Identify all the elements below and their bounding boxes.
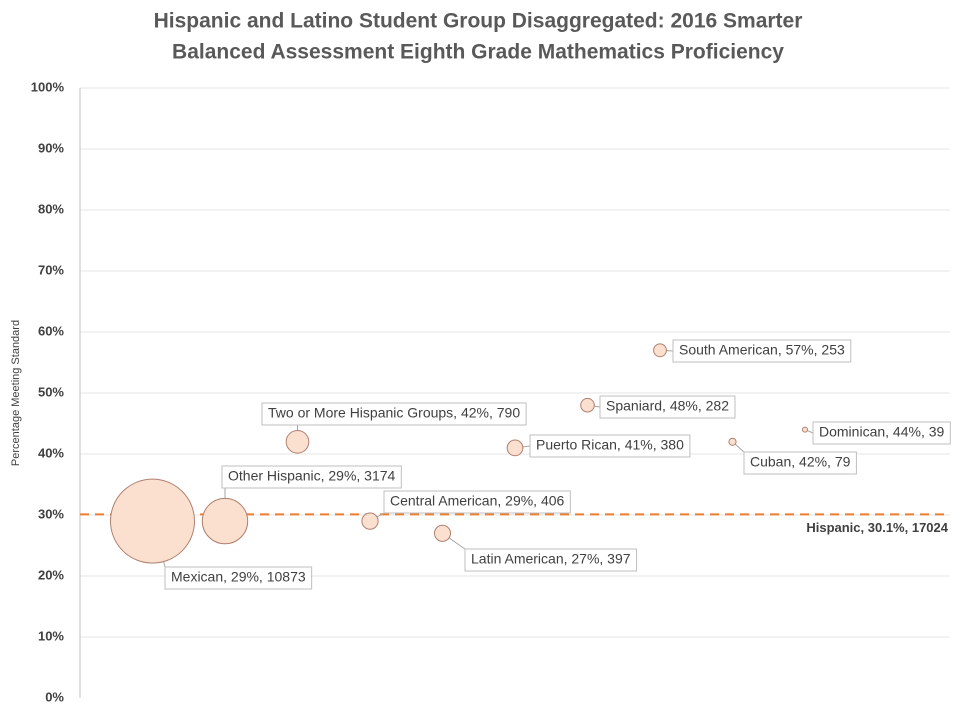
data-label-group: Spaniard, 48%, 282 (599, 395, 736, 419)
bubble (201, 497, 249, 545)
chart-title: Hispanic and Latino Student Group Disagg… (154, 10, 803, 33)
data-label: Spaniard, 48%, 282 (606, 398, 729, 414)
bubble (506, 439, 524, 457)
data-label: Dominican, 44%, 39 (819, 424, 945, 440)
label-box (164, 566, 313, 590)
data-label: Latin American, 27%, 397 (471, 551, 631, 567)
data-label-group: Latin American, 27%, 397 (464, 548, 638, 572)
data-label: Cuban, 42%, 79 (750, 454, 851, 470)
data-label-group: Dominican, 44%, 39 (812, 421, 951, 445)
y-tick-label: 60% (38, 323, 64, 338)
label-box (383, 490, 571, 514)
bubble (801, 426, 809, 433)
y-axis-label: Percentage Meeting Standard (10, 320, 22, 466)
data-label-group: Two or More Hispanic Groups, 42%, 790 (261, 402, 527, 426)
data-label: Two or More Hispanic Groups, 42%, 790 (268, 405, 520, 421)
y-tick-label: 100% (31, 79, 65, 94)
bubble (361, 512, 379, 530)
data-label-group: Puerto Rican, 41%, 380 (529, 434, 691, 458)
data-label-group: Cuban, 42%, 79 (743, 451, 857, 475)
y-tick-label: 80% (38, 201, 64, 216)
data-label-group: Mexican, 29%, 10873 (164, 566, 313, 590)
y-tick-label: 50% (38, 384, 64, 399)
label-box (221, 465, 402, 489)
y-tick-label: 70% (38, 262, 64, 277)
y-tick-label: 10% (38, 628, 64, 643)
data-label: Mexican, 29%, 10873 (171, 569, 306, 585)
label-box (743, 451, 857, 475)
data-label-group: South American, 57%, 253 (672, 339, 852, 363)
y-tick-label: 30% (38, 506, 64, 521)
label-box (672, 339, 852, 363)
label-box (464, 548, 638, 572)
y-tick-label: 20% (38, 567, 64, 582)
data-label: Other Hispanic, 29%, 3174 (228, 468, 396, 484)
data-label: South American, 57%, 253 (679, 342, 845, 358)
data-label-group: Other Hispanic, 29%, 3174 (221, 465, 402, 489)
data-label: Puerto Rican, 41%, 380 (536, 437, 684, 453)
y-tick-label: 40% (38, 445, 64, 460)
label-box (812, 421, 951, 445)
bubble (433, 524, 452, 542)
bubble (653, 343, 667, 358)
y-tick-label: 0% (45, 689, 64, 704)
reference-label: Hispanic, 30.1%, 17024 (806, 520, 948, 535)
bubble (728, 437, 737, 446)
label-box (529, 434, 691, 458)
bubble (580, 397, 595, 413)
chart-title: Balanced Assessment Eighth Grade Mathema… (172, 41, 784, 64)
bubble (110, 478, 195, 564)
data-label-group: Central American, 29%, 406 (383, 490, 571, 514)
data-label: Central American, 29%, 406 (390, 493, 565, 509)
bubble (285, 429, 310, 454)
y-tick-label: 90% (38, 140, 64, 155)
label-box (261, 402, 527, 426)
label-box (599, 395, 736, 419)
